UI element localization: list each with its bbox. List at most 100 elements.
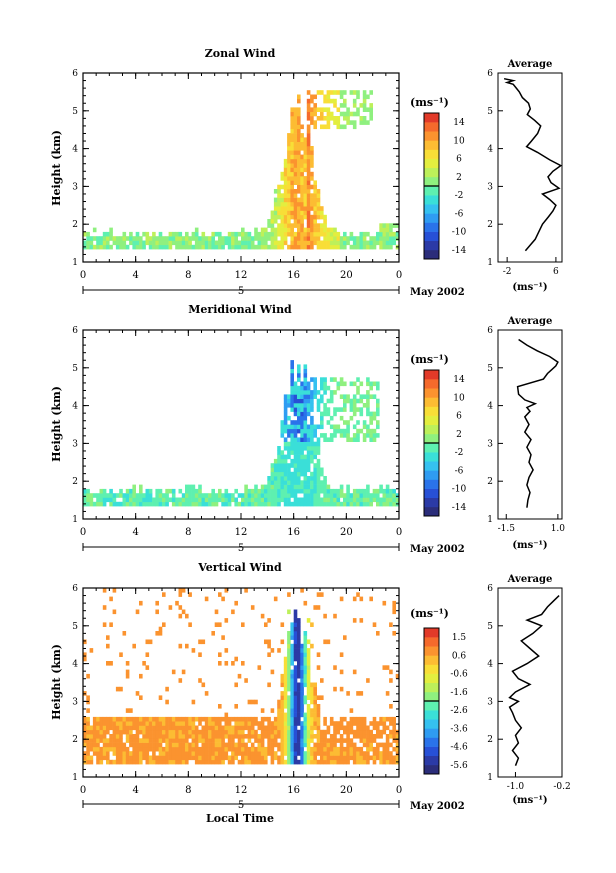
heatmap-cell [310, 111, 314, 117]
heatmap-cell [142, 721, 146, 726]
heatmap-cell [310, 398, 314, 404]
heatmap-cell [297, 441, 301, 447]
heatmap-cell [297, 141, 301, 147]
heatmap-cell [194, 742, 199, 748]
heatmap-cell [392, 734, 396, 739]
heatmap-cell [191, 648, 196, 653]
heatmap-cell [385, 240, 390, 246]
heatmap-cell [148, 755, 153, 761]
heatmap-cell [280, 497, 285, 503]
heatmap-cell [99, 725, 104, 731]
heatmap-cell [303, 441, 308, 447]
heatmap-cell [211, 725, 215, 731]
heatmap-cell [290, 450, 294, 455]
heatmap-cell [293, 665, 298, 670]
heatmap-cell [333, 759, 337, 765]
heatmap-cell [83, 734, 87, 739]
heatmap-cell [382, 725, 387, 731]
heatmap-cell [162, 501, 166, 507]
heatmap-cell [297, 146, 301, 151]
heatmap-cell [293, 163, 298, 168]
heatmap-cell [313, 223, 317, 228]
heatmap-cell [316, 390, 321, 395]
heatmap-cell [168, 729, 173, 735]
heatmap-cell [218, 721, 222, 726]
heatmap-cell [359, 734, 364, 739]
heatmap-cell [142, 751, 146, 756]
heatmap-cell [254, 244, 258, 250]
heatmap-cell [356, 90, 360, 95]
heatmap-cell [362, 721, 367, 726]
colorbar-swatch [424, 710, 439, 720]
y-tick-label: 2 [72, 735, 78, 745]
heatmap-cell [106, 497, 110, 503]
heatmap-cell [297, 716, 301, 722]
heatmap-cell [277, 648, 281, 653]
heatmap-cell [376, 403, 380, 408]
heatmap-cell [214, 759, 219, 765]
heatmap-cell [293, 643, 298, 649]
heatmap-cell [320, 751, 324, 756]
heatmap-cell [306, 437, 311, 442]
heatmap-cell [333, 665, 337, 670]
heatmap-cell [155, 729, 159, 735]
heatmap-cell [181, 734, 186, 739]
heatmap-cell [303, 377, 308, 382]
heatmap-cell [303, 244, 308, 250]
heatmap-cell [349, 497, 354, 503]
heatmap-cell [303, 755, 308, 761]
heatmap-cell [323, 755, 327, 761]
heatmap-cell [382, 244, 387, 250]
heatmap-cell [145, 488, 150, 494]
heatmap-cell [297, 648, 301, 653]
heatmap-cell [293, 652, 298, 657]
heatmap-cell [109, 231, 113, 237]
heatmap-cell [326, 407, 331, 412]
heatmap-cell [392, 497, 396, 503]
heatmap-cell [250, 721, 255, 726]
heatmap-cell [392, 600, 396, 606]
heatmap-cell [280, 184, 285, 190]
heatmap-cell [323, 231, 327, 237]
heatmap-cell [310, 751, 314, 756]
heatmap-cell [343, 98, 347, 104]
heatmap-cell [178, 751, 183, 756]
heatmap-cell [191, 725, 196, 731]
heatmap-cell [178, 734, 183, 739]
heatmap-cell [369, 420, 373, 425]
heatmap-cell [115, 759, 120, 765]
heatmap-cell [86, 751, 90, 756]
heatmap-cell [359, 411, 364, 417]
heatmap-cell [359, 729, 364, 735]
heatmap-cell [303, 394, 308, 399]
heatmap-cell [316, 592, 321, 597]
heatmap-cell [129, 759, 133, 765]
heatmap-cell [165, 734, 169, 739]
heatmap-cell [316, 759, 321, 765]
x-tick-label: 0 [80, 270, 86, 281]
heatmap-cell [218, 716, 222, 722]
heatmap-cell [244, 231, 248, 237]
heatmap-cell [306, 231, 311, 237]
heatmap-cell [290, 176, 294, 181]
heatmap-cell [86, 746, 90, 752]
heatmap-cell [227, 493, 232, 498]
heatmap-cell [290, 742, 294, 748]
heatmap-cell [372, 738, 377, 743]
heatmap-cell [336, 120, 341, 125]
heatmap-cell [264, 488, 268, 494]
heatmap-cell [316, 446, 321, 451]
heatmap-cell [290, 678, 294, 683]
heatmap-cell [359, 244, 364, 250]
x-tick-label: 12 [235, 527, 248, 538]
heatmap-cell [211, 751, 215, 756]
colorbar-swatch [424, 664, 439, 674]
heatmap-cell [171, 755, 176, 761]
heatmap-cell [132, 734, 136, 739]
heatmap-cell [310, 420, 314, 425]
heatmap-cell [109, 622, 113, 627]
heatmap-cell [244, 501, 248, 507]
heatmap-cell [145, 725, 150, 731]
heatmap-cell [132, 725, 136, 731]
heatmap-cell [310, 244, 314, 250]
